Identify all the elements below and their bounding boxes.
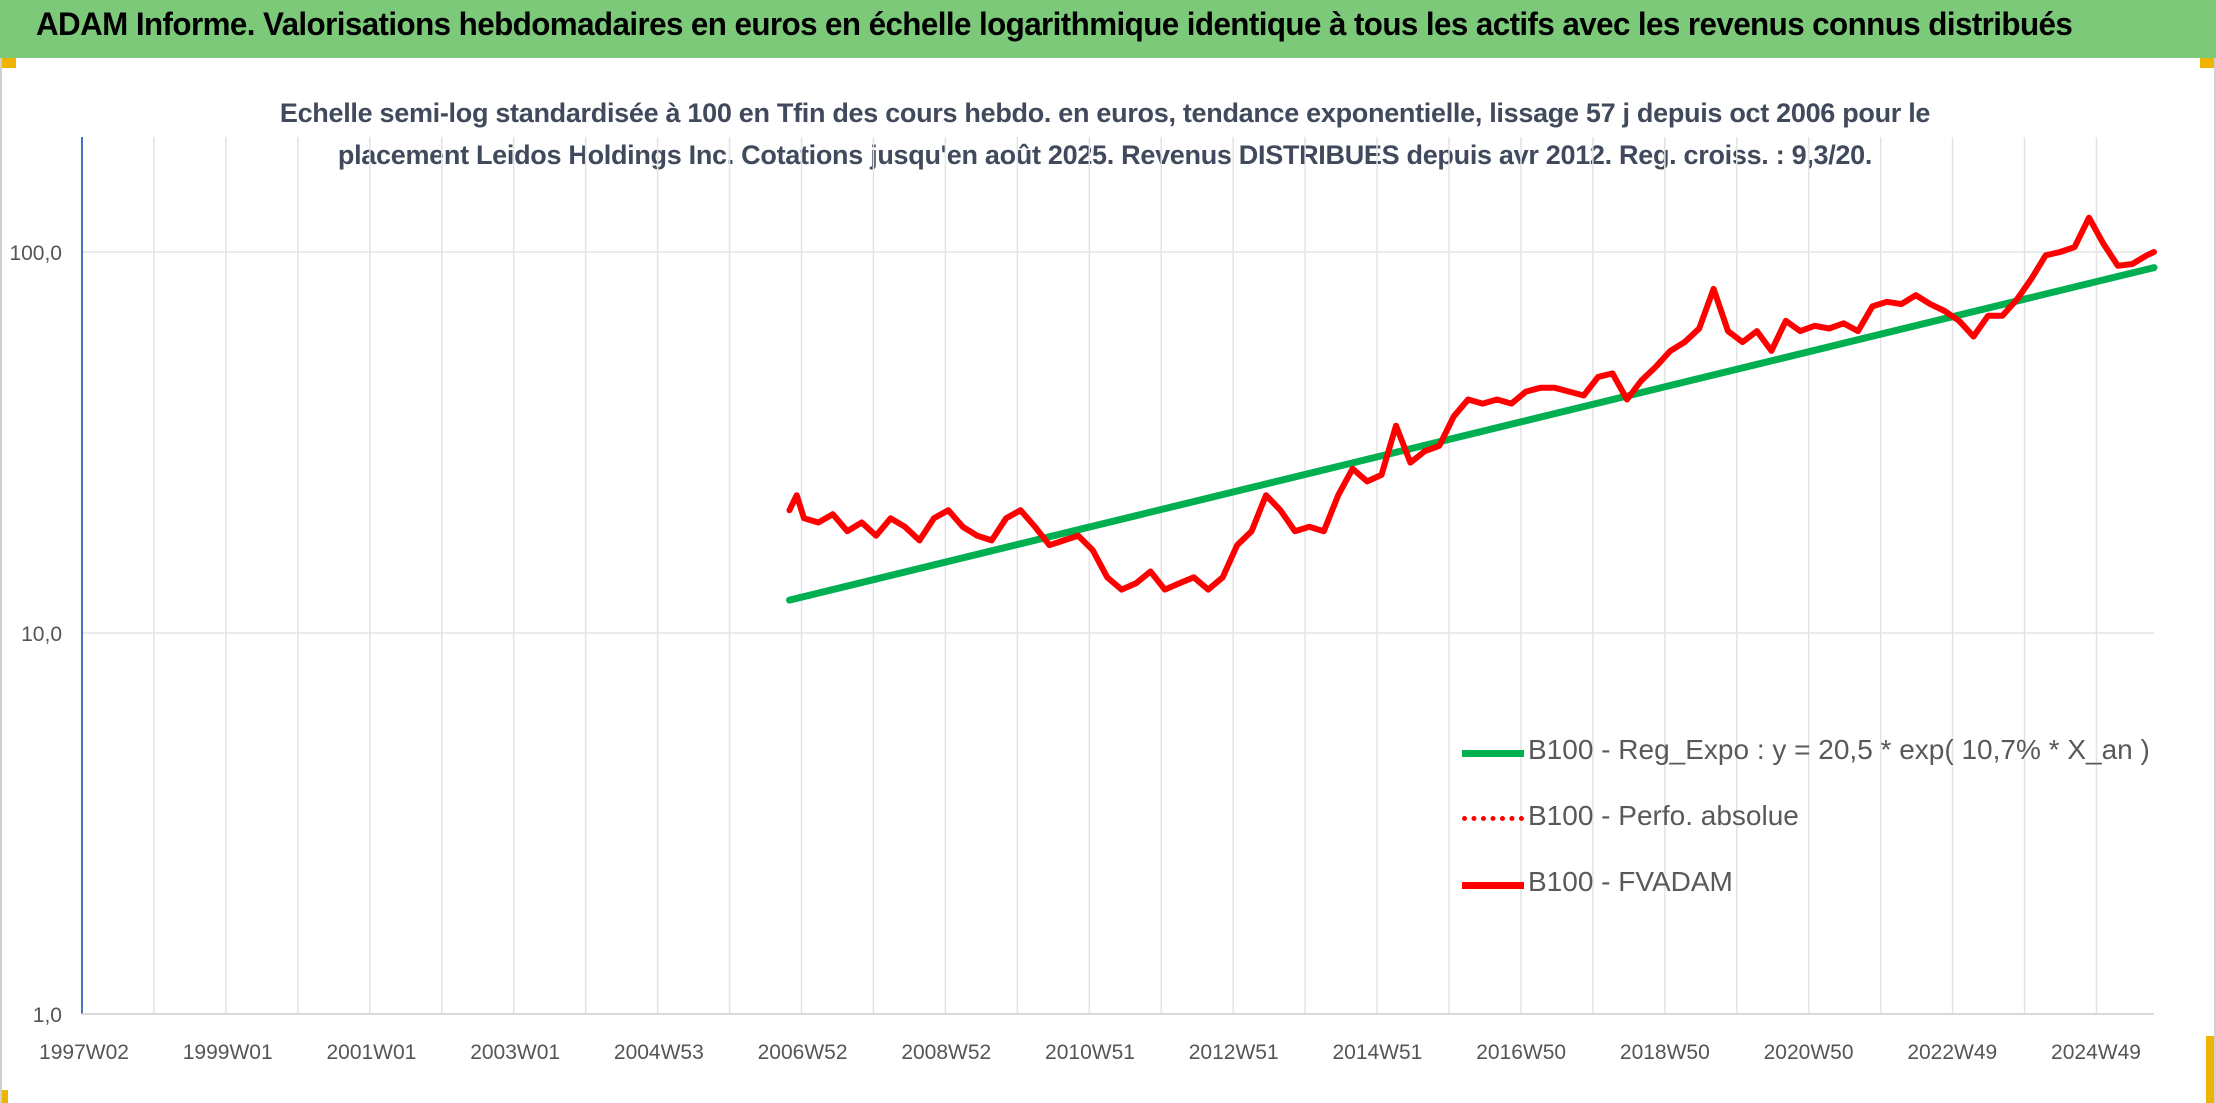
legend-swatch-regression [1462, 750, 1524, 757]
legend-label-perfo: B100 - Perfo. absolue [1528, 800, 1799, 831]
legend-item-fvadam: B100 - FVADAM [1460, 862, 2160, 902]
x-tick-label: 2014W51 [1332, 1041, 1422, 1064]
x-tick-labels: 1997W02 1999W01 2001W01 2003W01 2004W53 2006W… [39, 1041, 2141, 1064]
x-tick-label: 2016W50 [1476, 1041, 1566, 1064]
legend-swatch-perfo [1462, 816, 1524, 821]
series-line-regression [786, 264, 2158, 604]
grid-lines [82, 137, 2154, 1015]
chart-frame [0, 58, 2216, 1103]
x-tick-label: 2001W01 [326, 1041, 416, 1064]
series-lines [786, 214, 2158, 604]
y-tick-labels: 1,0 10,0 100,0 [9, 242, 62, 1027]
legend-item-perfo: B100 - Perfo. absolue [1460, 796, 2160, 836]
legend-label-fvadam: B100 - FVADAM [1528, 866, 1733, 897]
x-tick-label: 2004W53 [614, 1041, 704, 1064]
chart-title-line-2: placement Leidos Holdings Inc. Cotations… [337, 140, 1873, 170]
x-tick-label: 2003W01 [470, 1041, 560, 1064]
x-tick-label: 1997W02 [39, 1041, 129, 1064]
series-line-fvadam [786, 214, 2157, 593]
corner-mark-top-left [0, 58, 16, 68]
report-banner: ADAM Informe. Valorisations hebdomadaire… [0, 0, 2216, 58]
corner-mark-bottom-left [0, 1090, 8, 1103]
x-tick-label: 2022W49 [1907, 1041, 1997, 1064]
legend-swatch-fvadam [1462, 882, 1524, 889]
x-tick-label: 2006W52 [758, 1041, 848, 1064]
x-tick-label: 2012W51 [1189, 1041, 1279, 1064]
corner-mark-top-right [2200, 58, 2216, 68]
y-tick-label: 100,0 [9, 242, 62, 265]
chart-title-line-1: Echelle semi-log standardisée à 100 en T… [279, 98, 1931, 128]
chart-title: Echelle semi-log standardisée à 100 en T… [240, 92, 1970, 176]
x-tick-label: 2018W50 [1620, 1041, 1710, 1064]
legend-label-regression: B100 - Reg_Expo : y = 20,5 * exp( 10,7% … [1528, 734, 2150, 765]
y-tick-label: 10,0 [21, 623, 62, 646]
x-tick-label: 2024W49 [2051, 1041, 2141, 1064]
report-title: ADAM Informe. Valorisations hebdomadaire… [36, 6, 2073, 42]
y-tick-label: 1,0 [33, 1004, 62, 1027]
legend-item-regression: B100 - Reg_Expo : y = 20,5 * exp( 10,7% … [1460, 730, 2160, 770]
corner-mark-bottom-right [2206, 1036, 2216, 1103]
x-tick-label: 2020W50 [1764, 1041, 1854, 1064]
x-tick-label: 1999W01 [183, 1041, 273, 1064]
x-tick-label: 2010W51 [1045, 1041, 1135, 1064]
x-tick-label: 2008W52 [901, 1041, 991, 1064]
